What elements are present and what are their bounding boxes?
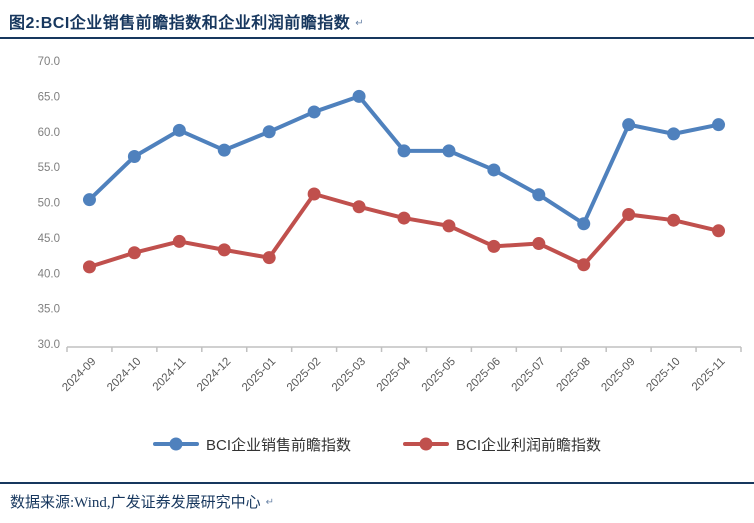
x-axis-tick-label: 2025-04 bbox=[375, 355, 414, 394]
x-axis-tick-label: 2025-05 bbox=[420, 356, 458, 394]
x-axis-tick-label: 2025-07 bbox=[510, 356, 548, 394]
return-mark-icon: ↵ bbox=[355, 18, 365, 29]
x-axis-tick-label: 2025-01 bbox=[240, 356, 278, 394]
data-point bbox=[352, 200, 366, 214]
data-point bbox=[262, 251, 276, 265]
figure-title: 图2:BCI企业销售前瞻指数和企业利润前瞻指数 ↵ bbox=[9, 9, 744, 33]
series-line-0 bbox=[87, 94, 721, 226]
data-point bbox=[307, 105, 321, 119]
legend-line-marker-icon bbox=[152, 437, 199, 451]
data-point bbox=[172, 234, 186, 248]
data-point bbox=[127, 150, 141, 164]
data-point bbox=[667, 127, 681, 141]
y-axis-tick-label: 30.0 bbox=[38, 339, 60, 351]
data-point bbox=[442, 144, 456, 158]
legend-dot-icon bbox=[169, 437, 183, 451]
data-point bbox=[667, 213, 681, 227]
data-point bbox=[442, 219, 456, 233]
x-axis-tick-label: 2025-02 bbox=[285, 356, 323, 394]
legend-line-marker-icon bbox=[403, 437, 449, 451]
data-point bbox=[262, 125, 276, 139]
y-axis-tick-label: 40.0 bbox=[38, 268, 60, 280]
data-point bbox=[487, 163, 501, 177]
data-point bbox=[532, 237, 546, 251]
data-point bbox=[172, 123, 186, 137]
data-point bbox=[487, 239, 501, 253]
data-point bbox=[217, 243, 231, 257]
return-mark-icon: ↵ bbox=[265, 497, 275, 508]
data-point bbox=[397, 144, 411, 158]
data-point bbox=[82, 260, 96, 274]
x-axis-tick-label: 2025-06 bbox=[465, 356, 503, 394]
data-point bbox=[307, 187, 321, 201]
legend-label-sales: BCI企业销售前瞻指数 bbox=[205, 436, 351, 454]
x-axis-tick-label: 2025-11 bbox=[690, 356, 728, 394]
data-point bbox=[712, 118, 726, 132]
x-axis-tick-label: 2024-11 bbox=[151, 356, 189, 394]
y-axis-tick-label: 45.0 bbox=[38, 233, 60, 245]
y-axis-tick-label: 35.0 bbox=[38, 304, 60, 316]
legend-item-profit: BCI企业利润前瞻指数 bbox=[403, 434, 601, 455]
y-axis-tick-label: 50.0 bbox=[38, 198, 60, 210]
figure-footer: 数据来源:Wind,广发证券发展研究中心 ↵ bbox=[0, 484, 754, 512]
y-axis-tick-label: 55.0 bbox=[38, 162, 60, 174]
chart-legend: BCI企业销售前瞻指数 BCI企业利润前瞻指数 bbox=[0, 432, 754, 456]
y-axis-tick-label: 60.0 bbox=[38, 127, 60, 139]
x-axis-tick-label: 2025-08 bbox=[555, 356, 593, 394]
data-source-text: 数据来源:Wind,广发证券发展研究中心 bbox=[10, 495, 261, 511]
data-point bbox=[622, 208, 636, 222]
data-point bbox=[82, 193, 96, 207]
data-point bbox=[577, 258, 591, 272]
y-axis-tick-label: 65.0 bbox=[38, 91, 60, 103]
x-axis-tick-label: 2025-03 bbox=[330, 356, 368, 394]
data-point bbox=[397, 211, 411, 225]
series-line-1 bbox=[87, 192, 721, 269]
legend-label-profit: BCI企业利润前瞻指数 bbox=[456, 436, 602, 454]
data-point bbox=[577, 217, 591, 231]
y-axis-tick-label: 70.0 bbox=[38, 56, 60, 68]
x-axis-tick-label: 2024-09 bbox=[60, 356, 98, 394]
data-point bbox=[127, 246, 141, 260]
data-point bbox=[352, 89, 366, 103]
x-axis-tick-label: 2025-10 bbox=[644, 356, 682, 394]
data-point bbox=[712, 224, 726, 238]
x-axis-tick-label: 2025-09 bbox=[599, 356, 637, 394]
x-axis-tick-label: 2024-12 bbox=[195, 356, 233, 394]
figure-title-text: 图2:BCI企业销售前瞻指数和企业利润前瞻指数 bbox=[9, 15, 351, 32]
legend-dot-icon bbox=[419, 437, 433, 451]
data-point bbox=[217, 143, 231, 157]
figure-header: 图2:BCI企业销售前瞻指数和企业利润前瞻指数 ↵ bbox=[0, 0, 754, 39]
x-axis-tick-label: 2024-10 bbox=[105, 356, 143, 394]
line-chart-canvas: 70.065.060.055.050.045.040.035.030.02024… bbox=[38, 56, 742, 394]
data-point bbox=[532, 188, 546, 202]
data-point bbox=[622, 118, 636, 132]
footer-divider bbox=[0, 482, 754, 484]
legend-item-sales: BCI企业销售前瞻指数 bbox=[152, 434, 351, 455]
